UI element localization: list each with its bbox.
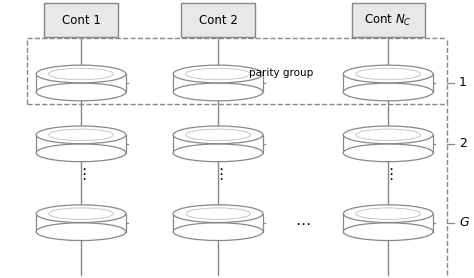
FancyBboxPatch shape: [352, 3, 425, 37]
Ellipse shape: [36, 83, 126, 101]
Ellipse shape: [36, 126, 126, 144]
Ellipse shape: [173, 65, 263, 83]
Ellipse shape: [343, 65, 433, 83]
Ellipse shape: [343, 83, 433, 101]
Text: $G$: $G$: [459, 216, 470, 229]
Bar: [36, 74, 126, 92]
Ellipse shape: [343, 144, 433, 162]
Ellipse shape: [173, 83, 263, 101]
Ellipse shape: [343, 223, 433, 240]
Ellipse shape: [36, 205, 126, 222]
Text: Cont 1: Cont 1: [62, 14, 100, 27]
Bar: [173, 74, 263, 92]
Text: $\vdots$: $\vdots$: [76, 166, 86, 182]
Text: 1: 1: [459, 76, 467, 90]
FancyBboxPatch shape: [45, 3, 118, 37]
Ellipse shape: [173, 144, 263, 162]
Bar: [173, 135, 263, 153]
Bar: [36, 214, 126, 232]
Text: Cont $N_C$: Cont $N_C$: [365, 13, 412, 28]
Bar: [343, 214, 433, 232]
Text: Cont 2: Cont 2: [199, 14, 237, 27]
Ellipse shape: [36, 223, 126, 240]
Ellipse shape: [343, 205, 433, 222]
Ellipse shape: [36, 65, 126, 83]
Text: 2: 2: [459, 137, 467, 150]
Bar: [343, 135, 433, 153]
Text: $\vdots$: $\vdots$: [213, 166, 223, 182]
Text: parity group: parity group: [249, 68, 313, 78]
Bar: [343, 74, 433, 92]
Ellipse shape: [173, 205, 263, 222]
Text: $\vdots$: $\vdots$: [383, 166, 393, 182]
Ellipse shape: [343, 126, 433, 144]
FancyBboxPatch shape: [182, 3, 255, 37]
Ellipse shape: [36, 144, 126, 162]
Bar: [36, 135, 126, 153]
Bar: [173, 214, 263, 232]
Ellipse shape: [173, 126, 263, 144]
Ellipse shape: [173, 223, 263, 240]
Text: $\cdots$: $\cdots$: [295, 215, 311, 230]
